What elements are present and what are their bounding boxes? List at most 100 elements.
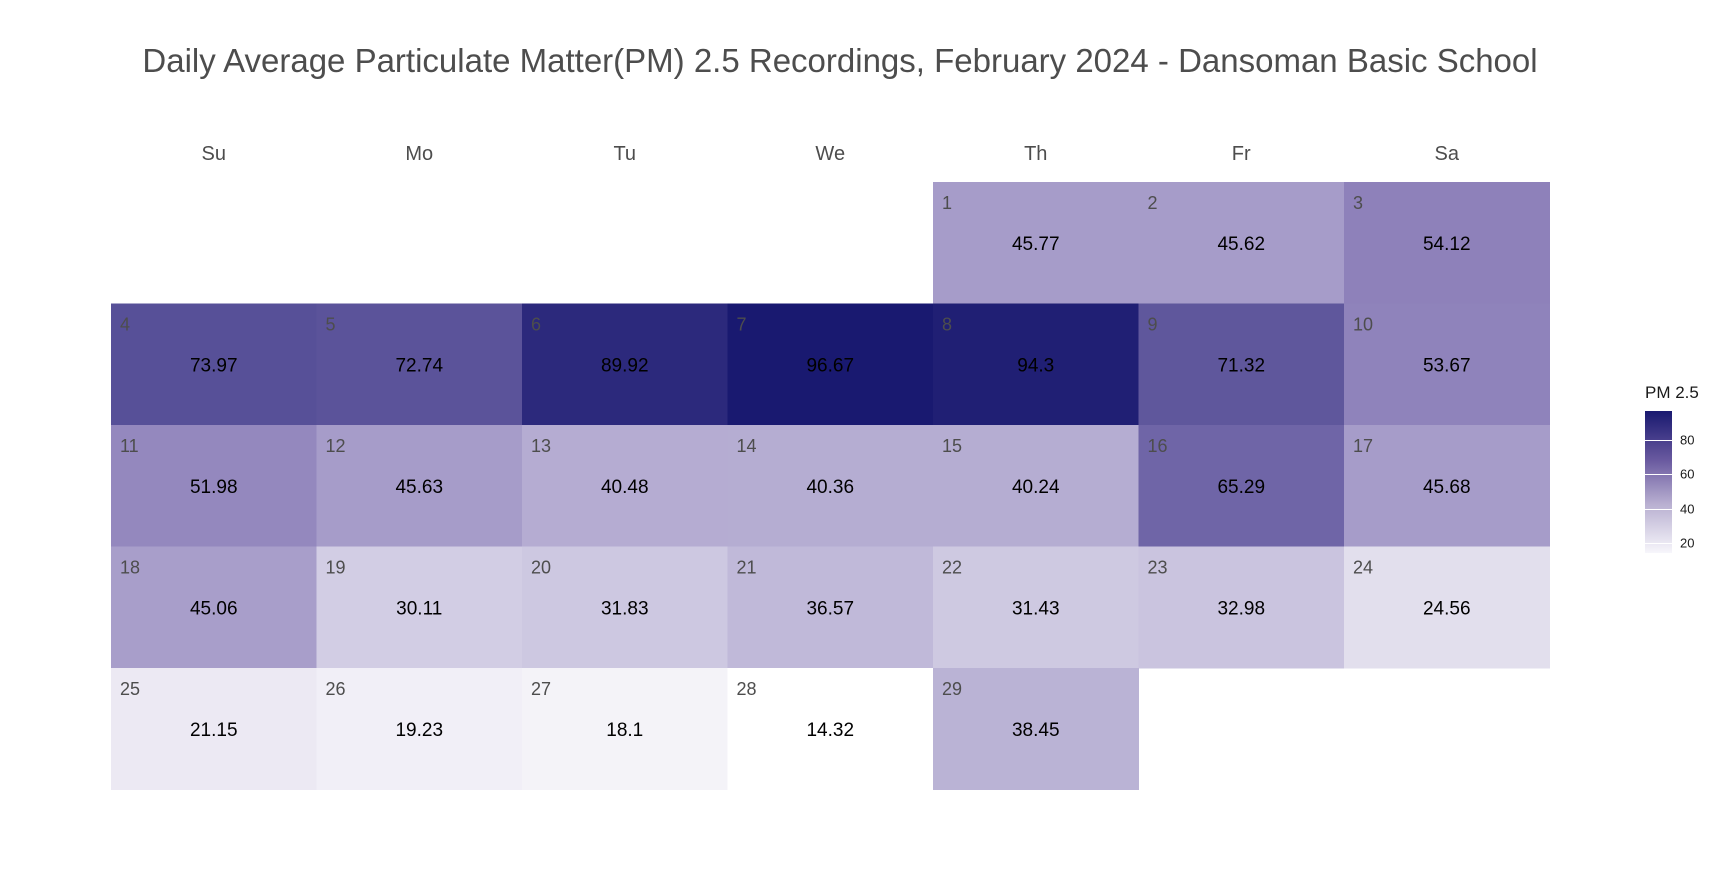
day-number-label: 26 — [326, 679, 346, 699]
day-cell — [1138, 546, 1345, 669]
legend-tick-label: 60 — [1680, 466, 1695, 482]
day-number-label: 12 — [326, 436, 346, 456]
pm-value-label: 94.3 — [1017, 356, 1054, 377]
legend-tick-mark — [1645, 474, 1672, 476]
day-cell — [727, 303, 934, 426]
pm-value-label: 21.15 — [190, 720, 238, 741]
day-number-label: 18 — [120, 558, 140, 578]
day-number-label: 7 — [737, 315, 747, 335]
day-cell — [727, 425, 934, 547]
day-number-label: 4 — [120, 315, 130, 335]
color-legend: PM 2.5 20 40 60 80 — [1645, 383, 1725, 553]
pm-value-label: 51.98 — [190, 477, 238, 498]
day-number-label: 24 — [1353, 558, 1373, 578]
day-cell — [111, 425, 317, 547]
day-number-label: 3 — [1353, 193, 1363, 213]
day-cell — [1344, 425, 1550, 547]
day-cell — [727, 546, 934, 669]
day-number-label: 15 — [942, 436, 962, 456]
pm-value-label: 19.23 — [395, 720, 443, 741]
legend-tick-mark — [1645, 439, 1672, 441]
day-number-label: 22 — [942, 558, 962, 578]
pm-value-label: 73.97 — [190, 356, 238, 377]
chart-title: Daily Average Particulate Matter(PM) 2.5… — [142, 42, 1538, 79]
day-cell — [522, 668, 728, 790]
day-cell — [1138, 182, 1345, 304]
weekday-labels: Su Mo Tu We Th Fr Sa — [202, 143, 1460, 165]
pm-value-label: 71.32 — [1217, 356, 1265, 377]
weekday-label: Mo — [405, 143, 433, 165]
day-number-label: 14 — [737, 436, 757, 456]
day-number-label: 16 — [1148, 436, 1168, 456]
day-number-label: 1 — [942, 193, 952, 213]
legend-tick-mark — [1645, 543, 1672, 545]
day-number-label: 11 — [120, 436, 139, 456]
legend-title: PM 2.5 — [1645, 383, 1699, 402]
day-number-label: 19 — [326, 558, 346, 578]
day-number-label: 10 — [1353, 315, 1373, 335]
day-number-label: 29 — [942, 679, 962, 699]
day-cell — [522, 303, 728, 426]
day-number-label: 20 — [531, 558, 551, 578]
day-cell — [933, 303, 1139, 426]
pm-value-label: 24.56 — [1423, 599, 1471, 620]
day-number-label: 27 — [531, 679, 551, 699]
legend-tick-label: 40 — [1680, 501, 1695, 517]
day-cell — [1138, 303, 1345, 426]
day-cell — [316, 303, 523, 426]
weekday-label: We — [815, 143, 845, 165]
day-number-label: 21 — [737, 558, 757, 578]
day-cell — [111, 546, 317, 669]
pm-value-label: 65.29 — [1217, 477, 1265, 498]
day-cell — [727, 668, 934, 790]
weekday-label: Tu — [613, 143, 636, 165]
legend-tick-label: 80 — [1680, 432, 1695, 448]
day-cell — [1344, 303, 1550, 426]
day-number-label: 8 — [942, 315, 952, 335]
pm-value-label: 40.36 — [806, 477, 854, 498]
pm-value-label: 89.92 — [601, 356, 649, 377]
pm-value-label: 72.74 — [395, 356, 443, 377]
pm-value-label: 40.24 — [1012, 477, 1060, 498]
pm-value-label: 54.12 — [1423, 234, 1471, 255]
day-cell — [316, 668, 523, 790]
day-number-label: 2 — [1148, 193, 1158, 213]
day-number-label: 6 — [531, 315, 541, 335]
pm-value-label: 31.83 — [601, 599, 649, 620]
pm-value-label: 32.98 — [1217, 599, 1265, 620]
day-cell — [933, 182, 1139, 304]
day-cell — [111, 668, 317, 790]
day-cell — [522, 546, 728, 669]
weekday-label: Fr — [1232, 143, 1251, 165]
pm-value-label: 53.67 — [1423, 356, 1471, 377]
pm-value-label: 36.57 — [806, 599, 854, 620]
pm-value-label: 45.62 — [1217, 234, 1265, 255]
day-cell — [933, 668, 1139, 790]
pm-value-label: 45.68 — [1423, 477, 1471, 498]
day-cell — [1344, 546, 1550, 669]
day-cell — [316, 546, 523, 669]
day-number-label: 17 — [1353, 436, 1373, 456]
pm-value-label: 14.32 — [806, 720, 854, 741]
day-number-label: 5 — [326, 315, 336, 335]
pm-value-label: 96.67 — [806, 356, 854, 377]
day-cell — [316, 425, 523, 547]
pm-value-label: 45.06 — [190, 599, 238, 620]
day-number-label: 13 — [531, 436, 551, 456]
day-cell — [1344, 182, 1550, 304]
day-cells: 1 45.77 2 45.62 3 54.12 4 73.97 5 72.74 6 89.92 7 96.… — [111, 182, 1550, 790]
legend-tick-label: 20 — [1680, 535, 1695, 551]
day-cell — [933, 546, 1139, 669]
pm-value-label: 40.48 — [601, 477, 649, 498]
pm-value-label: 38.45 — [1012, 720, 1060, 741]
pm-value-label: 45.77 — [1012, 234, 1060, 255]
day-number-label: 9 — [1148, 315, 1158, 335]
day-cell — [522, 425, 728, 547]
pm-value-label: 18.1 — [606, 720, 643, 741]
pm-value-label: 45.63 — [395, 477, 443, 498]
day-cell — [933, 425, 1139, 547]
day-number-label: 25 — [120, 679, 140, 699]
weekday-label: Th — [1024, 143, 1047, 165]
day-number-label: 23 — [1148, 558, 1168, 578]
